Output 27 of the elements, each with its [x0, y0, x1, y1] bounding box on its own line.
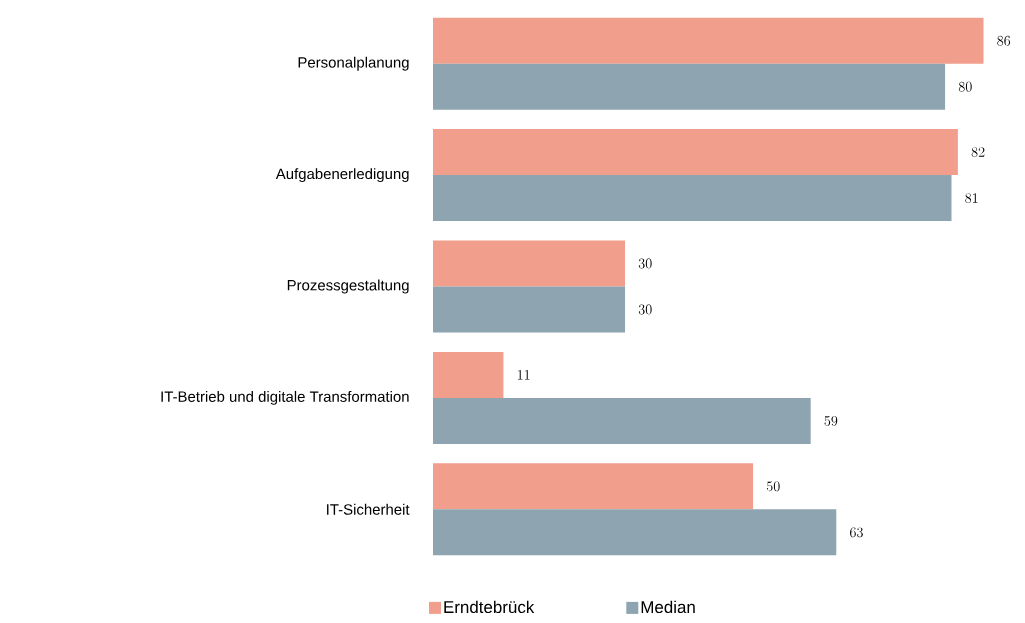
legend-label: Median	[641, 600, 695, 614]
data-label: 63	[850, 527, 863, 538]
y-tick-label: IT-Sicherheit	[327, 503, 410, 515]
y-tick-label: Prozessgestaltung	[287, 279, 409, 294]
bar	[433, 240, 626, 287]
y-tick-label: Aufgabenerledigung	[275, 168, 409, 183]
data-label: 82	[971, 147, 985, 158]
data-label: 59	[824, 416, 838, 426]
bar	[433, 397, 811, 444]
data-label: 81	[965, 193, 978, 204]
data-label: 30	[638, 304, 652, 315]
bar	[433, 351, 504, 398]
bar	[433, 63, 946, 110]
data-label: 30	[638, 258, 652, 269]
data-label: 86	[997, 35, 1011, 46]
y-tick-label: Personalplanung	[298, 56, 409, 71]
bar	[433, 175, 952, 222]
bar	[433, 463, 754, 510]
bar	[433, 509, 837, 556]
data-label: 50	[766, 481, 780, 492]
bar	[433, 17, 984, 64]
data-label: 80	[958, 81, 972, 92]
data-label: 11	[517, 370, 530, 380]
bar	[433, 129, 958, 176]
legend-label: Erndtebrück	[444, 600, 535, 614]
bar	[433, 286, 626, 333]
y-tick-label: IT-Betrieb und digitale Transformation	[161, 390, 409, 405]
